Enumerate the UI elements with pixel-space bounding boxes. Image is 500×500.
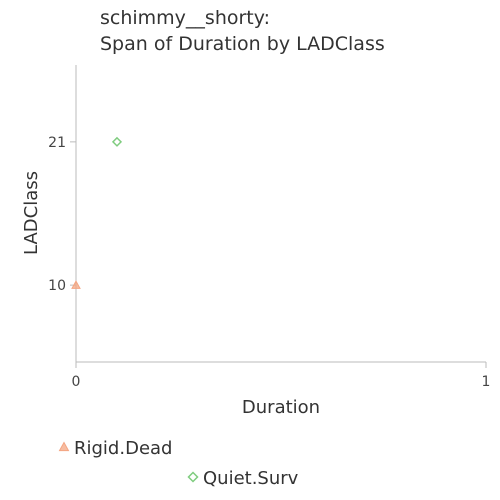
y-axis-label: LADClass <box>21 171 42 255</box>
chart-title-line2: Span of Duration by LADClass <box>100 33 385 55</box>
legend-item: Quiet.Surv <box>187 468 299 489</box>
x-axis-label: Duration <box>242 397 320 418</box>
legend: Rigid.Dead Quiet.Surv <box>58 438 299 489</box>
legend-label: Quiet.Surv <box>203 468 299 489</box>
data-point <box>71 280 81 289</box>
axis-ticks: 10 21 0 1 <box>48 135 490 390</box>
legend-item: Rigid.Dead <box>58 438 172 459</box>
data-point <box>111 136 123 147</box>
x-tick-label: 0 <box>72 374 81 390</box>
data-points <box>71 136 123 289</box>
legend-marker <box>187 471 199 483</box>
y-tick-label: 21 <box>48 135 66 151</box>
y-tick-label: 10 <box>48 278 66 294</box>
legend-marker <box>58 441 70 452</box>
chart-title-line1: schimmy__shorty: <box>100 7 270 29</box>
legend-label: Rigid.Dead <box>74 438 172 459</box>
x-tick-label: 1 <box>482 374 491 390</box>
